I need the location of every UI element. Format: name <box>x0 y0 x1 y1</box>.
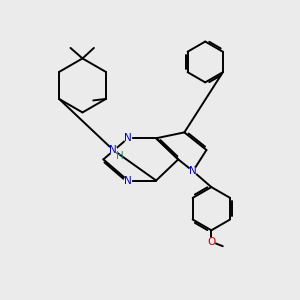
Text: N: N <box>189 166 197 176</box>
Circle shape <box>124 135 131 142</box>
Circle shape <box>124 177 131 184</box>
Circle shape <box>189 167 197 175</box>
Circle shape <box>110 146 117 154</box>
Circle shape <box>208 238 215 245</box>
Text: O: O <box>207 237 215 247</box>
Text: N: N <box>124 176 132 185</box>
Text: H: H <box>116 151 124 161</box>
Text: N: N <box>109 145 117 155</box>
Text: N: N <box>124 133 132 143</box>
